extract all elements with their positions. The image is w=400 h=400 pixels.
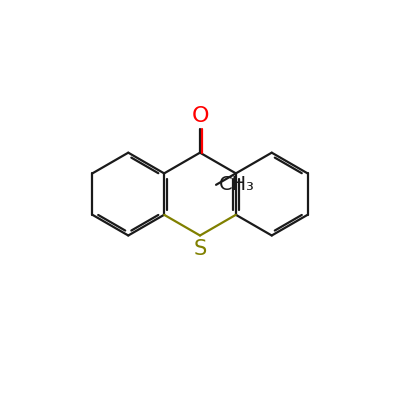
Text: S: S <box>193 239 207 259</box>
Text: O: O <box>191 106 209 126</box>
Text: CH₃: CH₃ <box>218 175 254 194</box>
